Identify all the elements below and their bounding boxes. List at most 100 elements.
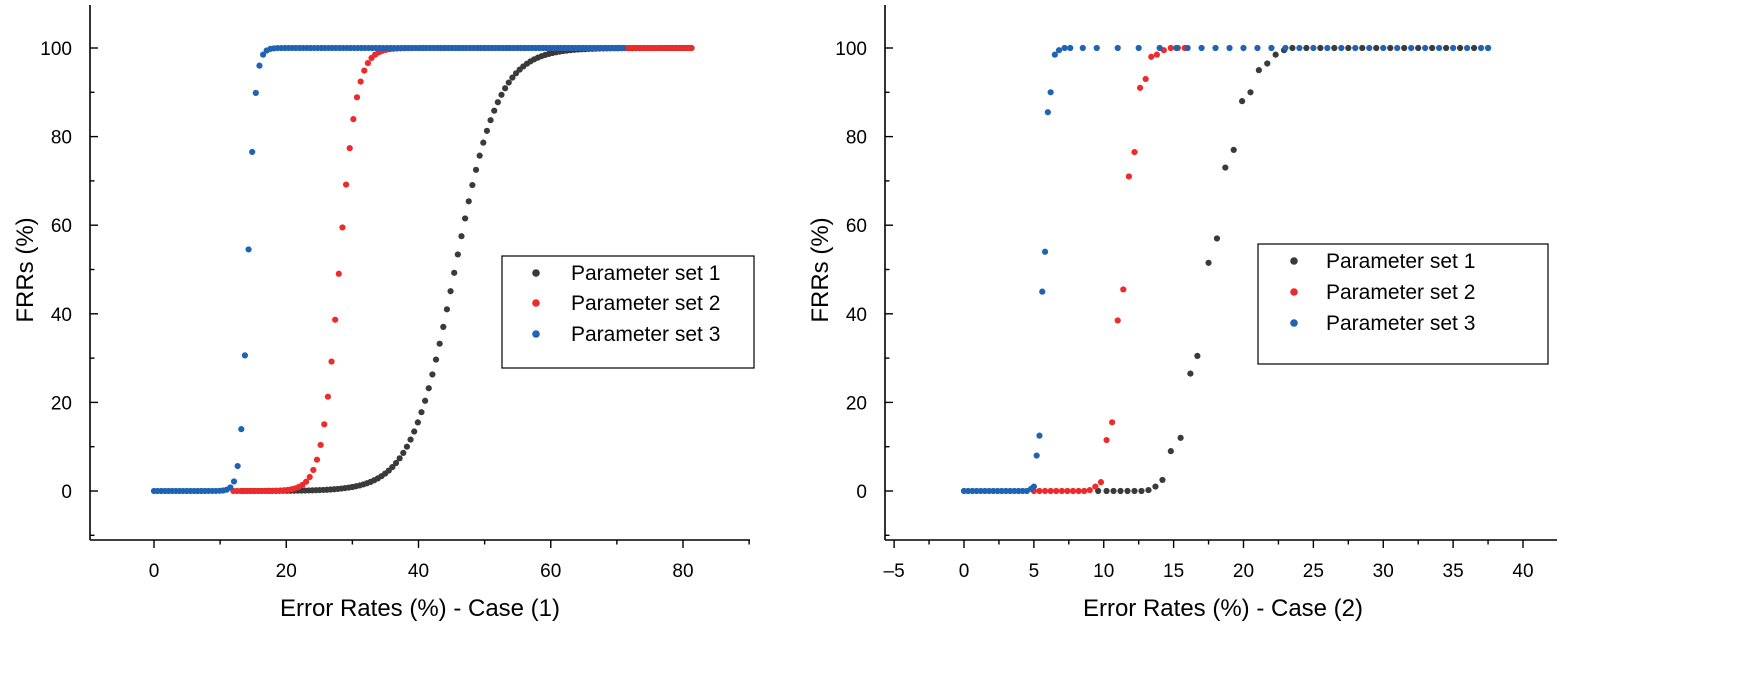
data-point <box>1443 44 1450 52</box>
data-point <box>1041 248 1049 255</box>
data-point <box>1044 109 1051 116</box>
data-point <box>1131 149 1138 156</box>
data-point <box>249 148 256 156</box>
legend-marker-2 <box>1290 288 1298 296</box>
data-point <box>1125 173 1132 180</box>
data-point <box>1138 487 1145 495</box>
data-point <box>1213 235 1221 242</box>
data-point <box>451 269 458 276</box>
data-point <box>1117 487 1124 495</box>
data-point <box>476 152 483 159</box>
y-tick-label: 20 <box>51 393 72 414</box>
data-point <box>396 455 403 462</box>
data-point <box>324 393 332 400</box>
data-point <box>1429 44 1436 52</box>
data-point <box>1156 44 1163 52</box>
data-point <box>1317 44 1324 52</box>
data-point <box>1352 44 1359 52</box>
data-point <box>1247 89 1254 96</box>
data-point <box>1142 75 1149 83</box>
data-point <box>350 116 357 123</box>
data-point <box>436 340 443 347</box>
x-tick-label: 15 <box>1163 561 1184 582</box>
data-point <box>1240 44 1247 52</box>
data-point <box>328 358 335 365</box>
x-tick-label: 60 <box>540 561 561 582</box>
data-point <box>1064 487 1071 495</box>
data-point <box>1109 419 1116 426</box>
data-point <box>1036 487 1043 495</box>
data-point <box>364 59 372 67</box>
data-point <box>227 484 234 491</box>
data-point <box>432 356 440 363</box>
y-tick-label: 60 <box>51 216 72 237</box>
data-point <box>1470 44 1478 52</box>
data-point <box>1450 44 1457 52</box>
data-point <box>1145 487 1152 494</box>
data-point <box>335 270 342 277</box>
data-point <box>1303 44 1310 52</box>
data-point <box>1282 44 1289 52</box>
data-point <box>1272 51 1279 58</box>
data-point <box>302 478 310 485</box>
x-tick-label: 40 <box>1512 561 1533 582</box>
data-point <box>480 139 487 146</box>
data-point <box>1380 44 1387 52</box>
data-point <box>487 117 494 124</box>
data-point <box>1152 483 1159 490</box>
data-point <box>1177 434 1184 441</box>
y-tick-label: 100 <box>40 39 72 60</box>
legend-label-3: Parameter set 3 <box>571 323 720 346</box>
data-point <box>1167 448 1174 455</box>
data-point <box>509 74 516 81</box>
legend-marker-3 <box>1290 319 1298 327</box>
data-point <box>443 306 451 313</box>
data-point <box>418 409 425 416</box>
data-point <box>620 44 627 52</box>
data-point <box>1093 44 1100 52</box>
data-point <box>1331 44 1338 52</box>
data-point <box>317 441 324 449</box>
data-point <box>357 78 364 85</box>
ticks: 0 20 40 60 80 100 –5 0 5 10 15 20 25 30 35 40 <box>835 39 1533 582</box>
data-point <box>1079 44 1086 52</box>
data-point <box>454 251 461 258</box>
data-point <box>1230 146 1237 153</box>
data-point <box>1194 352 1201 359</box>
data-point <box>1338 44 1345 52</box>
legend-item-1: Parameter set 1 <box>1290 250 1475 273</box>
y-tick-label: 0 <box>856 482 867 503</box>
data-point <box>238 426 245 433</box>
data-point <box>458 233 465 240</box>
data-point <box>469 181 476 189</box>
data-point <box>1110 487 1117 495</box>
data-point <box>306 473 313 481</box>
x-tick-label: 5 <box>1029 561 1040 582</box>
y-tick-label: 20 <box>846 393 867 414</box>
y-tick-label: 80 <box>846 128 867 149</box>
data-point <box>1255 67 1262 74</box>
data-point <box>310 466 317 474</box>
data-point <box>1401 44 1408 52</box>
data-point <box>422 397 429 404</box>
data-point <box>1198 44 1205 52</box>
data-point <box>411 428 418 435</box>
data-point <box>1310 44 1317 52</box>
axes <box>884 5 1557 541</box>
series-3 <box>150 44 627 495</box>
data-point <box>1408 44 1415 52</box>
data-point <box>392 459 400 467</box>
series-1 <box>1095 44 1492 495</box>
y-tick-label: 60 <box>846 216 867 237</box>
data-point <box>260 51 267 58</box>
data-point <box>1047 89 1054 96</box>
data-point <box>1387 44 1394 52</box>
chart-panel-case-2: 0 20 40 60 80 100 –5 0 5 10 15 20 25 30 35 40 Error Rat… <box>807 5 1557 622</box>
x-tick-label: 80 <box>672 561 693 582</box>
data-point <box>1187 370 1194 377</box>
data-point <box>332 316 339 323</box>
data-point <box>407 436 414 443</box>
data-point <box>1394 44 1401 52</box>
data-point <box>1055 47 1063 54</box>
legend-marker-3 <box>532 330 540 338</box>
